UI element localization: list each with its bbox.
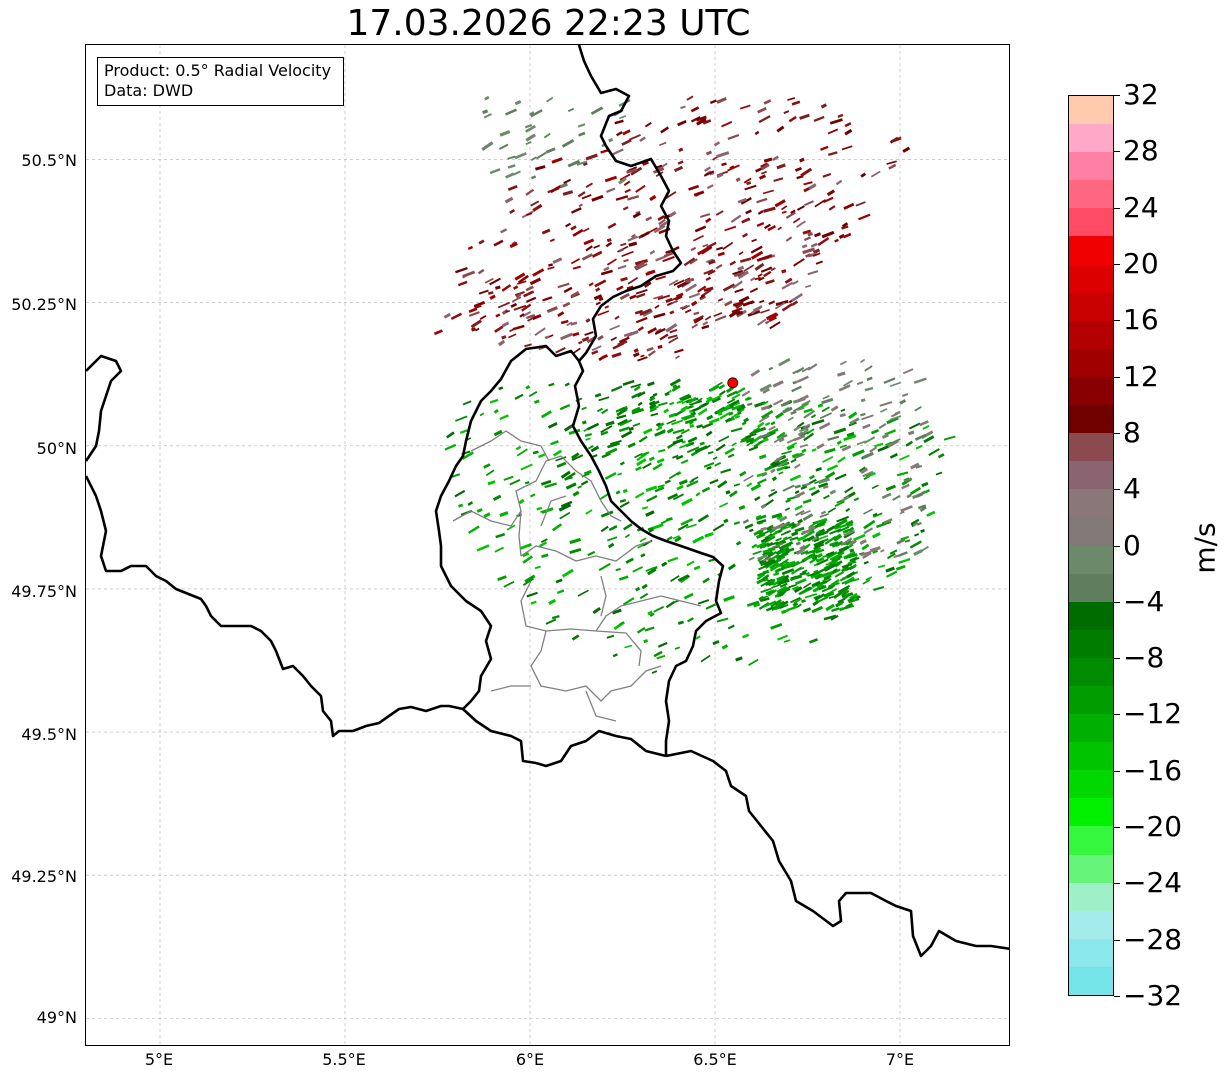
radar-echoes [433,95,956,674]
district-boundaries [452,430,702,722]
colorbar-tick [1114,771,1120,772]
colorbar-tick [1114,208,1120,209]
colorbar-segment [1069,770,1113,799]
colorbar-segment [1069,714,1113,743]
colorbar-tick [1114,151,1120,152]
colorbar-tick-label: −16 [1123,754,1183,787]
lat-label: 49°N [36,1008,77,1027]
radar-site-marker [727,377,739,389]
colorbar-tick [1114,433,1120,434]
colorbar-tick [1114,940,1120,941]
colorbar-unit-label: m/s [1188,522,1222,574]
map-title: 17.03.2026 22:23 UTC [346,3,751,44]
colorbar-tick-label: 0 [1123,529,1141,562]
colorbar-tick [1114,320,1120,321]
lon-label: 5.5°E [322,1050,366,1069]
colorbar-tick-label: −8 [1123,641,1165,674]
colorbar-segment [1069,826,1113,855]
colorbar-segment [1069,685,1113,715]
colorbar-segment [1069,348,1113,377]
lon-label: 6.5°E [693,1050,737,1069]
colorbar-tick [1114,827,1120,828]
colorbar-segment [1069,629,1113,658]
colorbar-segment [1069,489,1113,518]
colorbar-segment [1069,545,1113,574]
colorbar-tick-label: 4 [1123,472,1141,505]
colorbar-tick-label: −28 [1123,923,1183,956]
colorbar-segment [1069,433,1113,462]
data-source-label: Data: DWD [104,81,194,100]
lon-label: 7°E [885,1050,915,1069]
colorbar-segment [1069,601,1113,630]
colorbar-segment [1069,657,1113,686]
colorbar-segment [1069,742,1113,771]
lat-label: 50°N [36,439,77,458]
colorbar-tick [1114,658,1120,659]
colorbar-segment [1069,96,1113,125]
lat-label: 50.5°N [21,151,77,170]
colorbar-segment [1069,405,1113,434]
lon-label: 5°E [144,1050,174,1069]
colorbar-segment [1069,573,1113,602]
lon-label: 6°E [515,1050,545,1069]
map-gridlines [86,45,1009,1045]
colorbar-tick [1114,546,1120,547]
colorbar-tick-label: 28 [1123,134,1159,167]
lat-label: 49.75°N [11,582,77,601]
lat-label: 49.25°N [11,867,77,886]
colorbar-segment [1069,236,1113,265]
map-canvas [86,45,1009,1045]
colorbar-segment [1069,517,1113,546]
colorbar-segment [1069,124,1113,153]
colorbar-segment [1069,461,1113,490]
country-borders [86,45,1009,958]
colorbar-tick-label: 20 [1123,247,1159,280]
colorbar-segment [1069,938,1113,967]
colorbar-tick [1114,714,1120,715]
colorbar-tick-label: −24 [1123,866,1183,899]
colorbar-tick [1114,377,1120,378]
colorbar-tick-label: 16 [1123,303,1159,336]
colorbar-segment [1069,180,1113,209]
colorbar-segment [1069,376,1113,406]
colorbar-segment [1069,320,1113,349]
colorbar-segment [1069,882,1113,911]
colorbar-tick [1114,996,1120,997]
colorbar-tick [1114,95,1120,96]
colorbar-tick-label: −20 [1123,810,1183,843]
colorbar-segment [1069,208,1113,237]
colorbar-tick-label: −12 [1123,697,1183,730]
product-label: Product: 0.5° Radial Velocity [104,61,332,80]
colorbar-tick [1114,489,1120,490]
velocity-colorbar [1068,95,1114,996]
colorbar-tick [1114,883,1120,884]
colorbar-segment [1069,910,1113,939]
colorbar-segment [1069,152,1113,181]
colorbar-tick [1114,264,1120,265]
colorbar-segment [1069,854,1113,883]
colorbar-tick-label: 8 [1123,416,1141,449]
colorbar-segment [1069,798,1113,827]
colorbar-segment [1069,292,1113,321]
colorbar-tick-label: −4 [1123,585,1165,618]
colorbar-segment [1069,264,1113,293]
colorbar-tick-label: 24 [1123,191,1159,224]
lat-label: 49.5°N [21,725,77,744]
colorbar-tick-label: 12 [1123,360,1159,393]
radar-map[interactable] [85,44,1010,1046]
colorbar-tick [1114,602,1120,603]
colorbar-tick-label: 32 [1123,78,1159,111]
lat-label: 50.25°N [11,295,77,314]
colorbar-segment [1069,966,1113,995]
product-info-box: Product: 0.5° Radial Velocity Data: DWD [97,57,344,106]
colorbar-tick-label: −32 [1123,979,1183,1012]
